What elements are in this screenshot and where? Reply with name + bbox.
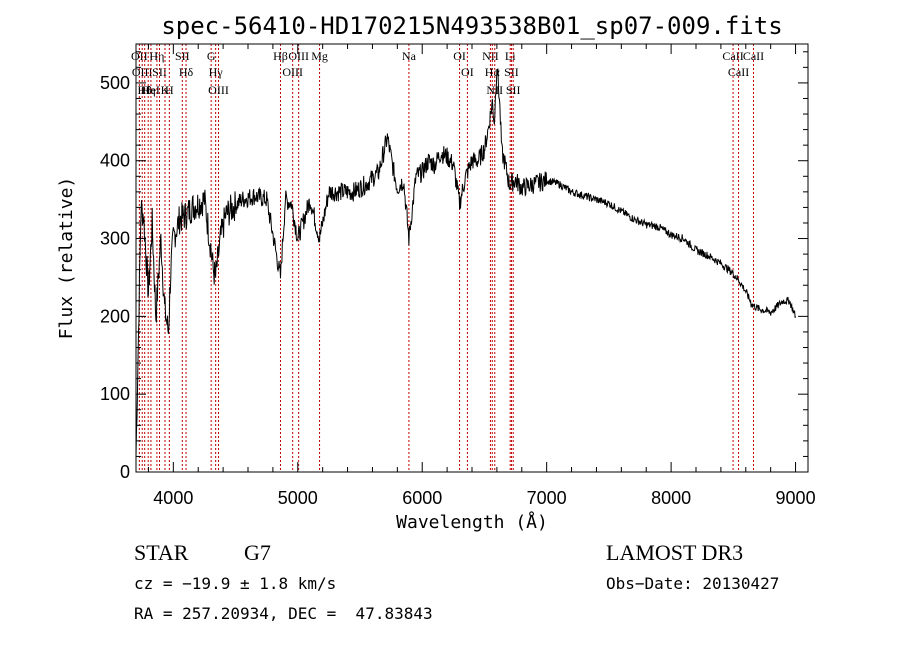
line-mark-label: Li bbox=[505, 49, 516, 63]
x-tick-label: 4000 bbox=[153, 488, 193, 508]
line-mark-label: Na bbox=[402, 49, 417, 63]
line-mark-label: OII bbox=[131, 49, 148, 63]
line-mark-label: OI bbox=[453, 49, 466, 63]
line-mark-label: OIII bbox=[288, 49, 309, 63]
x-axis-label: Wavelength (Å) bbox=[396, 511, 548, 533]
line-mark-label: HeI bbox=[142, 83, 160, 97]
x-tick-label: 6000 bbox=[402, 488, 442, 508]
line-mark-label: Hγ bbox=[209, 65, 224, 79]
y-axis-label: Flux (relative) bbox=[56, 177, 77, 340]
line-mark-label: Hδ bbox=[179, 65, 194, 79]
line-mark-label: G bbox=[207, 49, 216, 63]
spectrum-line bbox=[135, 68, 797, 457]
chart-title: spec-56410-HD170215N493538B01_sp07-009.f… bbox=[161, 12, 782, 40]
object-subclass: G7 bbox=[244, 540, 271, 565]
line-mark-label: SII bbox=[175, 49, 190, 63]
y-tick-label: 300 bbox=[100, 229, 130, 249]
x-tick-label: 8000 bbox=[651, 488, 691, 508]
line-mark-label: SII bbox=[506, 83, 521, 97]
line-marks: OIIOIIIHθHηHeIHηSIIKHSIIHδGHγOIIIHβOIIIO… bbox=[131, 44, 764, 472]
line-mark-label: Hη bbox=[149, 49, 164, 63]
y-axis-ticks: 0 100 200 300 400 500 bbox=[100, 51, 808, 482]
spectrum-chart: spec-56410-HD170215N493538B01_sp07-009.f… bbox=[56, 12, 816, 533]
line-mark-label: Hη bbox=[141, 83, 156, 97]
x-tick-label: 5000 bbox=[278, 488, 318, 508]
line-mark-label: CaII bbox=[743, 49, 764, 63]
line-mark-label: OIII bbox=[282, 65, 303, 79]
y-tick-label: 0 bbox=[120, 462, 130, 482]
line-mark-label: Mg bbox=[311, 49, 328, 63]
x-axis-ticks: 4000 5000 6000 7000 8000 9000 bbox=[147, 44, 816, 508]
line-mark-label: SII bbox=[152, 65, 167, 79]
line-mark-label: H bbox=[165, 83, 174, 97]
y-tick-label: 500 bbox=[100, 73, 130, 93]
ra-dec: RA = 257.20934, DEC = 47.83843 bbox=[134, 604, 433, 623]
line-mark-label: OIII bbox=[132, 65, 153, 79]
object-type: STAR bbox=[134, 540, 189, 565]
y-tick-label: 200 bbox=[100, 306, 130, 326]
y-tick-label: 400 bbox=[100, 151, 130, 171]
observation-date: Obs−Date: 20130427 bbox=[606, 574, 780, 593]
redshift-cz: cz = −19.9 ± 1.8 km/s bbox=[134, 574, 337, 593]
line-mark-label: NII bbox=[486, 83, 503, 97]
spectrum-series bbox=[135, 68, 797, 457]
x-tick-label: 9000 bbox=[776, 488, 816, 508]
line-mark-label: K bbox=[161, 83, 170, 97]
line-mark-label: CaII bbox=[728, 65, 749, 79]
line-mark-label: CaII bbox=[722, 49, 743, 63]
line-mark-label: SII bbox=[504, 65, 519, 79]
line-mark-label: OI bbox=[461, 65, 474, 79]
y-tick-label: 100 bbox=[100, 384, 130, 404]
line-mark-label: NII bbox=[482, 49, 499, 63]
x-tick-label: 7000 bbox=[527, 488, 567, 508]
line-mark-label: OIII bbox=[208, 83, 229, 97]
line-mark-label: Hβ bbox=[273, 49, 288, 63]
survey-name: LAMOST DR3 bbox=[606, 540, 744, 565]
